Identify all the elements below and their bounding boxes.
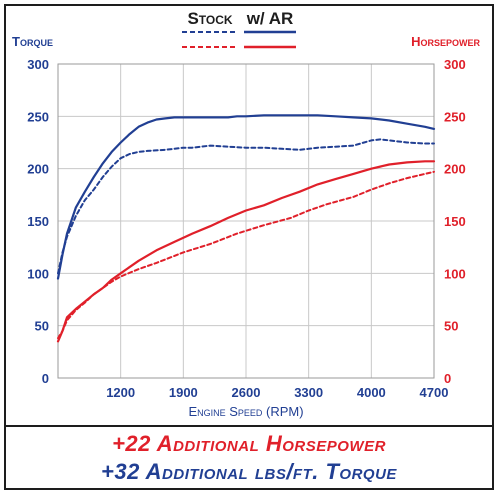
legend-ar-label: w/ AR xyxy=(246,9,294,28)
x-tick-label: 2600 xyxy=(232,385,261,400)
x-axis-title: Engine Speed (RPM) xyxy=(188,404,303,419)
right-tick-label: 0 xyxy=(444,371,451,386)
series-line-torque-w-ar xyxy=(56,114,436,280)
series-group xyxy=(56,114,436,343)
series-line-horsepower-w-ar xyxy=(56,160,436,343)
right-tick-label: 300 xyxy=(444,57,466,72)
left-tick-label: 50 xyxy=(35,319,49,334)
horsepower-gain-text: +22 Additional Horsepower xyxy=(112,431,386,456)
series-line-torque-stock xyxy=(57,138,435,275)
chart-frame xyxy=(4,4,494,490)
tick-labels: 0 50 100 150 200 250 300 0 50 100 150 200 250 300 1200… xyxy=(27,57,465,400)
left-axis-title: Torque xyxy=(12,34,53,49)
x-tick-label: 1200 xyxy=(106,385,135,400)
x-tick-label: 3300 xyxy=(294,385,323,400)
left-tick-label: 0 xyxy=(42,371,49,386)
x-tick-label: 4000 xyxy=(357,385,386,400)
dyno-chart: 0 50 100 150 200 250 300 0 50 100 150 200 250 300 1200… xyxy=(12,9,480,419)
plot-area xyxy=(57,63,435,379)
left-tick-label: 100 xyxy=(27,266,49,281)
right-tick-label: 250 xyxy=(444,109,466,124)
left-tick-label: 300 xyxy=(27,57,49,72)
x-tick-label: 1900 xyxy=(169,385,198,400)
left-tick-label: 200 xyxy=(27,162,49,177)
left-tick-label: 150 xyxy=(27,214,49,229)
legend-stock-label: Stock xyxy=(187,9,232,28)
torque-gain-text: +32 Additional lbs/ft. Torque xyxy=(101,459,397,484)
x-tick-label: 4700 xyxy=(420,385,449,400)
left-tick-label: 250 xyxy=(27,109,49,124)
right-tick-label: 150 xyxy=(444,214,466,229)
right-axis-title: Horsepower xyxy=(411,34,480,49)
right-tick-label: 100 xyxy=(444,266,466,281)
results-footer: +22 Additional Horsepower +32 Additional… xyxy=(4,425,494,490)
grid xyxy=(58,63,435,379)
right-tick-label: 50 xyxy=(444,319,458,334)
right-tick-label: 200 xyxy=(444,162,466,177)
